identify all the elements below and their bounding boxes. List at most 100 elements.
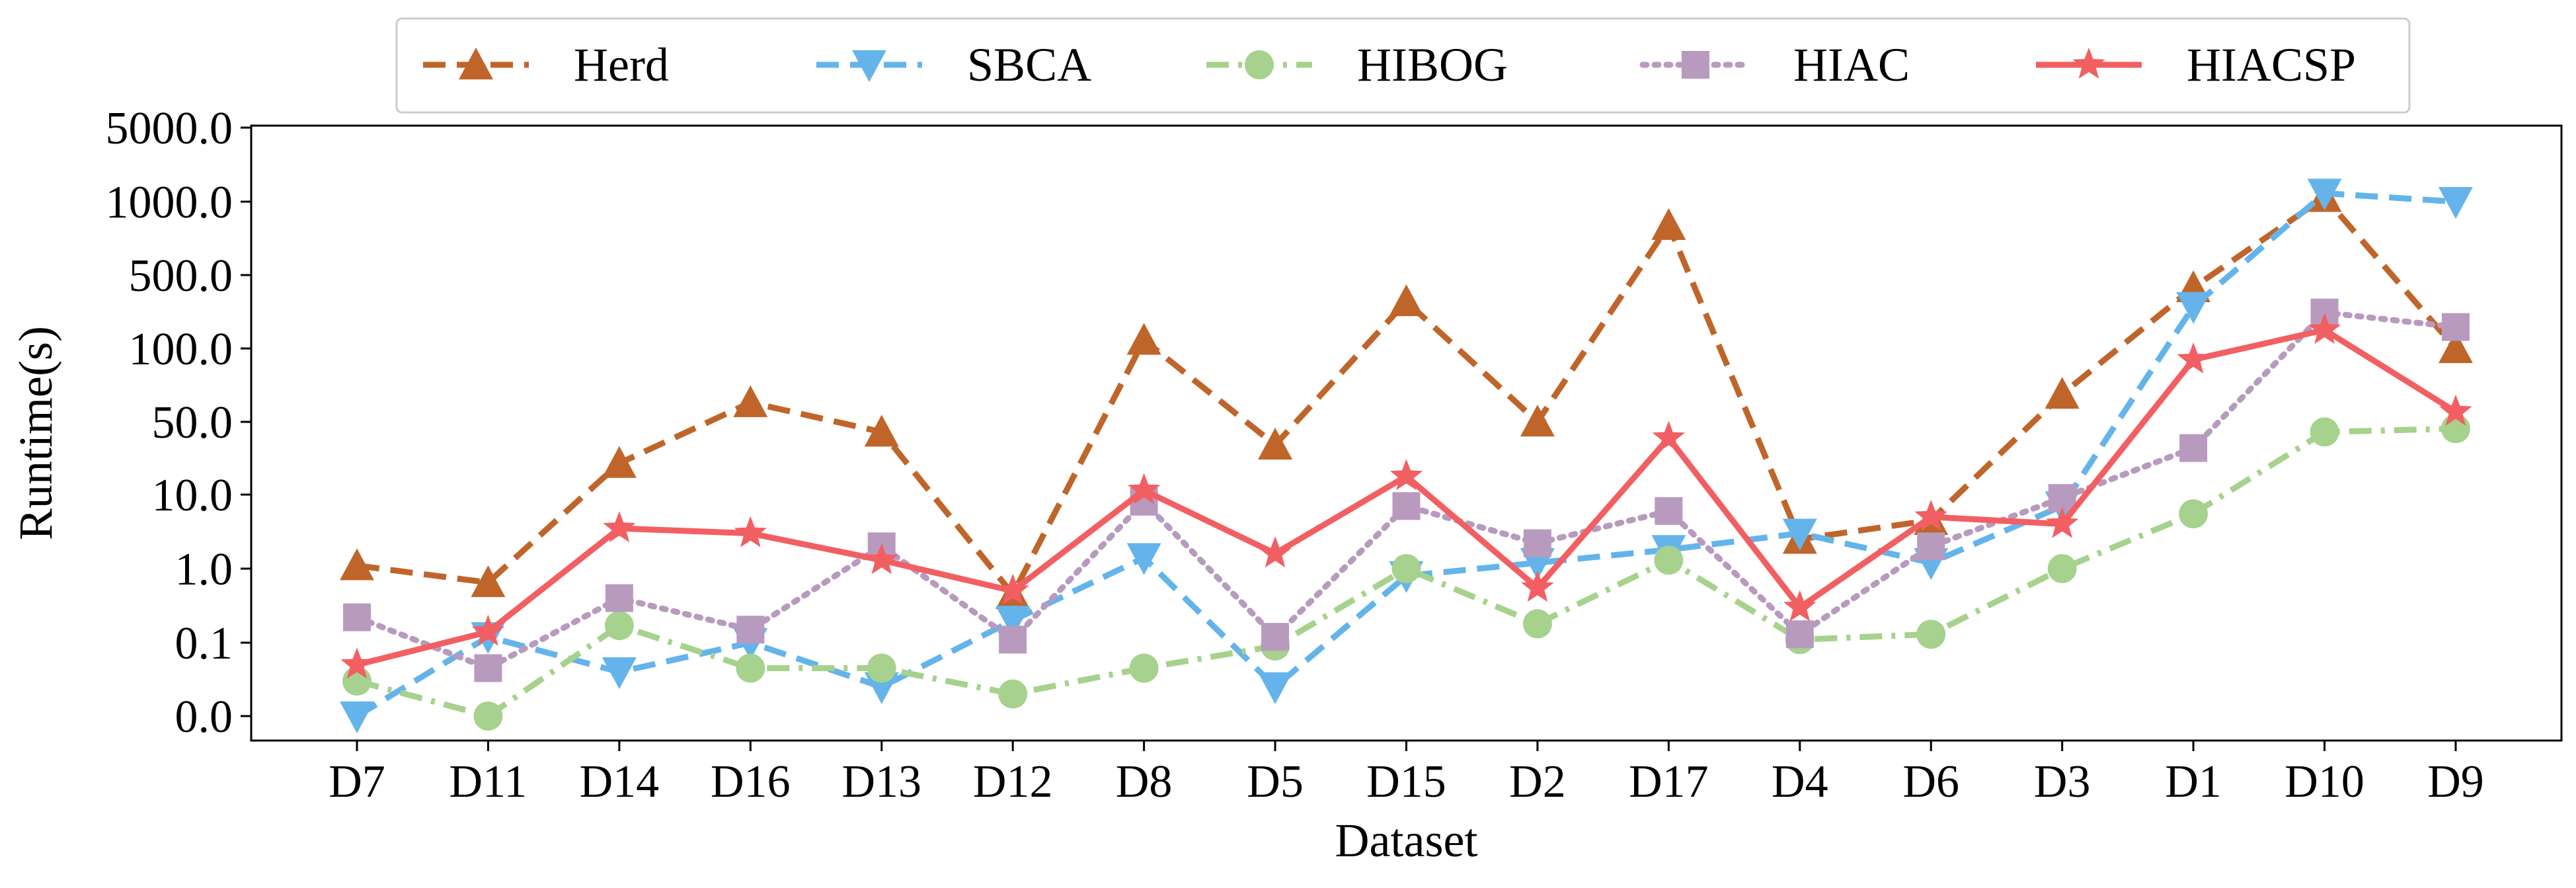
data-point-hiac: [999, 626, 1027, 654]
legend-entry-herd: Herd: [423, 38, 669, 91]
data-point-hiac: [1523, 529, 1551, 557]
data-point-hiacsp: [2439, 394, 2472, 426]
legend-label-sbca: SBCA: [967, 38, 1091, 91]
data-point-hiacsp: [1259, 536, 1292, 568]
data-point-hibog: [1129, 653, 1159, 683]
data-point-herd: [340, 548, 374, 581]
y-axis: 0.0 0.1 1.0 10.0 50.0 100.0 500.0 1000.0 5000.0: [106, 103, 251, 743]
series-hiacsp: [340, 313, 2472, 679]
data-point-sbca: [995, 606, 1031, 638]
x-tick-label: D11: [449, 756, 527, 807]
data-point-hiac: [2442, 313, 2470, 341]
data-point-hiacsp: [865, 543, 898, 575]
data-point-hiac: [1785, 620, 1814, 649]
data-point-hiac: [1261, 623, 1290, 651]
data-point-sbca: [1258, 672, 1293, 704]
data-point-hiacsp: [1914, 499, 1947, 531]
legend-entry-hiacsp: HIACSP: [2036, 38, 2356, 91]
data-point-sbca: [2307, 179, 2342, 211]
data-point-hibog: [2179, 499, 2208, 529]
data-point-hibog: [1522, 609, 1552, 639]
x-tick-label: D10: [2284, 756, 2364, 807]
x-tick-label: D15: [1366, 756, 1446, 807]
x-tick-label: D3: [2034, 756, 2091, 807]
legend: Herd SBCA HIBOG HIAC HIACSP: [395, 17, 2411, 114]
data-point-hiacsp: [1783, 590, 1816, 622]
legend-label-herd: Herd: [574, 38, 669, 91]
legend-label-hiac: HIAC: [1793, 38, 1910, 91]
data-point-hiac: [736, 616, 765, 644]
x-tick-label: D1: [2165, 756, 2222, 807]
data-point-hiac: [605, 584, 633, 612]
series-hiac: [343, 298, 2470, 682]
x-tick-label: D6: [1902, 756, 1959, 807]
x-axis: D7 D11 D14 D16 D13 D12 D8 D5 D15 D2 D17 D4 D6 D3 D1 D10…: [329, 741, 2484, 807]
data-point-herd: [602, 446, 637, 478]
data-point-sbca: [2176, 292, 2211, 324]
x-tick-label: D5: [1247, 756, 1304, 807]
data-point-herd: [733, 385, 768, 417]
legend-box: [395, 17, 2411, 114]
data-point-sbca: [602, 657, 637, 690]
y-tick-label: 5000.0: [106, 103, 233, 154]
data-point-sbca: [340, 701, 374, 733]
series-herd: [340, 180, 2473, 609]
data-point-hiac: [1392, 492, 1421, 520]
y-tick-label: 1.0: [175, 544, 233, 595]
series-sbca: [340, 179, 2473, 733]
data-point-hiacsp: [1127, 473, 1161, 505]
y-axis-label: Runtime(s): [9, 326, 62, 540]
legend-marker-hiacsp: [2072, 48, 2105, 79]
legend-entry-hiac: HIAC: [1639, 38, 1910, 91]
y-tick-label: 0.1: [175, 618, 233, 669]
legend-label-hiacsp: HIACSP: [2187, 38, 2356, 91]
data-point-hiac: [474, 654, 502, 682]
y-tick-label: 1000.0: [106, 177, 233, 228]
data-point-hiac: [343, 603, 371, 631]
data-point-herd: [1389, 284, 1424, 317]
data-point-herd: [1258, 427, 1293, 460]
plot-area-frame: [250, 124, 2563, 742]
series-line-herd: [356, 194, 2458, 598]
x-tick-label: D16: [711, 756, 791, 807]
legend-entry-hibog: HIBOG: [1206, 38, 1508, 91]
data-point-hibog: [1654, 545, 1684, 575]
data-point-herd: [1651, 208, 1686, 240]
legend-marker-hiac: [1682, 51, 1709, 79]
data-point-herd: [864, 415, 899, 447]
data-point-sbca: [1126, 543, 1161, 575]
data-point-sbca: [1782, 518, 1817, 551]
data-point-sbca: [864, 672, 899, 704]
data-point-hibog: [2047, 554, 2077, 583]
data-point-herd: [2045, 376, 2080, 409]
legend-entry-sbca: SBCA: [816, 38, 1091, 91]
data-point-hiac: [1655, 497, 1683, 525]
x-tick-label: D17: [1629, 756, 1709, 807]
data-point-hiacsp: [1652, 421, 1686, 452]
data-point-hiacsp: [340, 647, 373, 679]
legend-marker-hibog: [1245, 50, 1274, 79]
y-tick-label: 0.0: [175, 692, 233, 743]
x-tick-label: D12: [973, 756, 1053, 807]
data-point-hiacsp: [471, 614, 505, 646]
data-point-hibog: [473, 702, 503, 731]
data-point-hiacsp: [1521, 571, 1554, 602]
legend-marker-herd: [459, 48, 493, 80]
legend-marker-sbca: [852, 50, 886, 82]
y-tick-label: 100.0: [129, 324, 233, 375]
y-tick-label: 50.0: [152, 397, 233, 448]
x-tick-label: D2: [1509, 756, 1566, 807]
data-point-hibog: [998, 679, 1028, 709]
data-point-hiac: [1917, 532, 1945, 561]
data-point-herd: [471, 565, 506, 598]
data-point-herd: [2439, 331, 2473, 364]
y-tick-label: 10.0: [152, 470, 233, 521]
data-point-hibog: [1391, 554, 1421, 583]
data-point-hibog: [604, 611, 634, 641]
data-point-hibog: [736, 653, 765, 683]
x-tick-label: D8: [1116, 756, 1173, 807]
x-tick-label: D9: [2427, 756, 2484, 807]
y-tick-label: 500.0: [129, 251, 233, 302]
